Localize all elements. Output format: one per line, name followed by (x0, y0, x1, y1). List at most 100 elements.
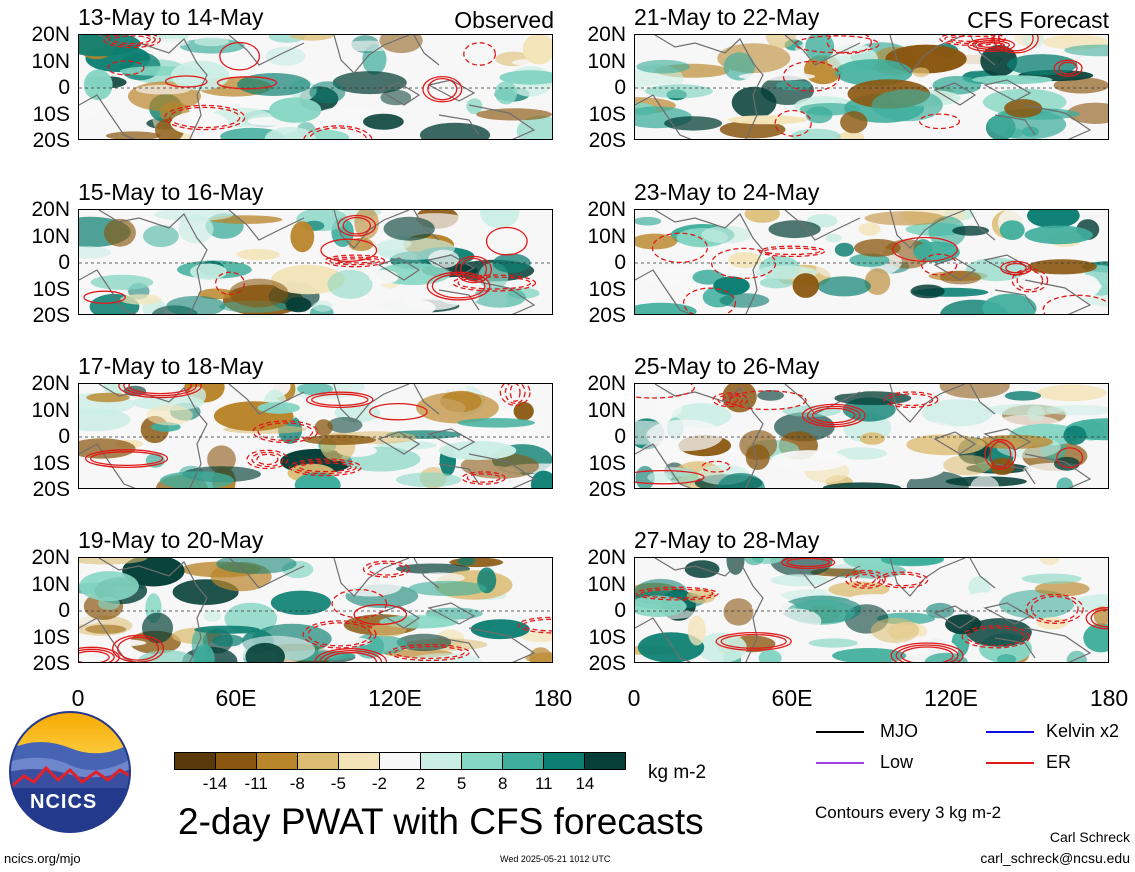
pwat-anomaly-region (817, 276, 871, 297)
pwat-anomaly-region (245, 642, 285, 662)
pwat-anomaly-region (770, 574, 830, 587)
y-tick-label: 20S (32, 129, 70, 152)
pwat-anomaly-region (913, 241, 960, 263)
pwat-field (79, 210, 552, 314)
pwat-anomaly-region (636, 59, 690, 74)
pwat-anomaly-region (877, 130, 915, 139)
pwat-anomaly-region (932, 76, 982, 95)
pwat-anomaly-region (722, 384, 757, 413)
pwat-anomaly-region (858, 222, 881, 236)
forecast-label: CFS Forecast (967, 7, 1109, 33)
er-contour (888, 393, 934, 407)
pwat-anomaly-region (928, 216, 966, 248)
pwat-anomaly-region (684, 560, 720, 578)
er-contour (892, 236, 958, 262)
er-contour (504, 384, 526, 404)
y-tick-label: 0 (58, 599, 70, 622)
y-tick-label: 10N (587, 49, 626, 73)
pwat-anomaly-region (438, 441, 517, 460)
er-contour (774, 109, 812, 137)
pwat-anomaly-region (647, 472, 673, 483)
panel-title: 17-May to 18-May (78, 353, 264, 379)
er-contour (1090, 609, 1108, 628)
pwat-anomaly-region (655, 397, 682, 418)
pwat-anomaly-region (719, 293, 770, 308)
er-contour (307, 622, 372, 647)
colorbar-tick-label: 2 (415, 774, 426, 793)
er-contour (920, 253, 958, 276)
er-contour (635, 469, 705, 485)
pwat-anomaly-region (413, 572, 465, 584)
y-tick-label: 20N (31, 23, 70, 46)
map-panel-observed-3 (78, 383, 553, 489)
footer-timestamp: Wed 2025-05-21 1012 UTC (500, 854, 611, 864)
pwat-anomaly-region (744, 210, 781, 223)
pwat-anomaly-region (257, 402, 300, 414)
er-contour (103, 35, 161, 49)
er-contour (918, 113, 961, 130)
pwat-anomaly-region (1067, 102, 1108, 124)
pwat-anomaly-region (212, 634, 244, 647)
pwat-anomaly-region (396, 472, 462, 488)
pwat-anomaly-region (379, 35, 423, 54)
pwat-anomaly-region (790, 128, 841, 139)
er-contour (79, 648, 115, 662)
er-contour (117, 636, 160, 661)
pwat-anomaly-region (207, 445, 236, 474)
pwat-anomaly-region (338, 575, 402, 597)
pwat-anomaly-region (635, 212, 689, 231)
pwat-anomaly-region (999, 589, 1075, 619)
legend-label: MJO (880, 721, 918, 741)
er-contour (729, 390, 807, 411)
pwat-anomaly-region (792, 273, 819, 298)
er-contour (1058, 61, 1078, 75)
er-contour (257, 422, 314, 442)
pwat-anomaly-region (859, 432, 885, 445)
y-tick-label: 0 (614, 251, 626, 274)
pwat-anomaly-region (822, 482, 902, 488)
pwat-anomaly-region (383, 216, 435, 241)
er-contour (314, 648, 388, 662)
colorbar-swatch (297, 753, 338, 769)
er-contour (324, 254, 386, 268)
pwat-anomaly-region (815, 255, 847, 278)
panel-title: 15-May to 16-May (78, 179, 264, 205)
pwat-anomaly-region (143, 225, 179, 248)
er-contour (517, 616, 552, 634)
er-contour (331, 588, 388, 619)
er-contour (457, 276, 532, 290)
er-contour (715, 631, 792, 651)
pwat-anomaly-region (910, 284, 945, 299)
pwat-anomaly-region (154, 38, 190, 47)
contour-note: Contours every 3 kg m-2 (815, 803, 1002, 822)
pwat-anomaly-region (1046, 404, 1108, 416)
pwat-anomaly-region (976, 434, 1053, 449)
pwat-anomaly-region (984, 404, 1065, 416)
er-contour (972, 40, 1011, 50)
pwat-field (635, 558, 1108, 662)
pwat-anomaly-region (1021, 573, 1082, 584)
pwat-anomaly-region (864, 268, 891, 295)
er-contour (900, 646, 954, 662)
er-contour (781, 558, 836, 570)
pwat-anomaly-region (957, 241, 1023, 259)
footer-url: ncics.org/mjo (4, 851, 81, 866)
y-tick-label: 20N (587, 23, 626, 46)
er-contour (302, 620, 377, 649)
pwat-anomaly-region (1083, 623, 1108, 653)
pwat-anomaly-region (635, 216, 662, 226)
er-contour (758, 245, 826, 258)
map-panel-forecast-2 (634, 209, 1109, 315)
y-tick-label: 0 (614, 425, 626, 448)
er-contour (763, 247, 821, 256)
pwat-anomaly-region (79, 638, 147, 648)
y-tick-label: 20N (587, 198, 626, 221)
er-contour (710, 247, 777, 280)
er-contour (876, 571, 929, 589)
er-contour (977, 42, 1006, 48)
pwat-anomaly-region (494, 81, 518, 105)
colorbar-tick-label: 11 (534, 774, 553, 793)
pwat-anomaly-region (359, 635, 408, 655)
pwat-anomaly-region (883, 451, 947, 480)
er-contour (426, 271, 491, 301)
